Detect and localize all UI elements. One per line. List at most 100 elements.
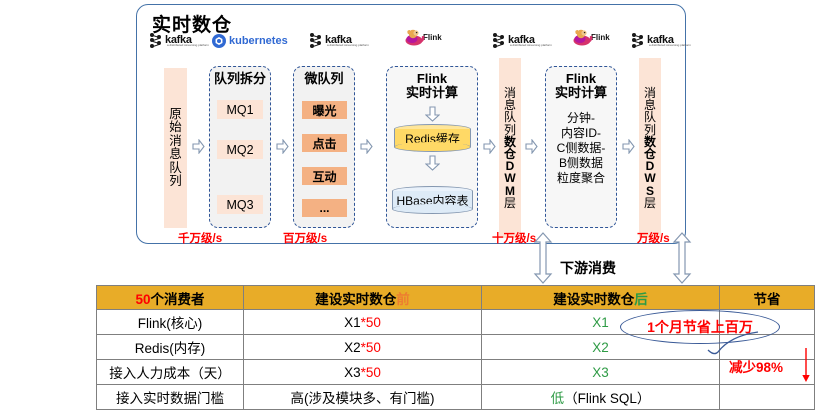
dwm-char: 数 <box>503 134 516 149</box>
dws-char: W <box>644 171 656 186</box>
rate-label-3: 十万级/s <box>492 233 537 245</box>
cell-metric: 接入人力成本（天） <box>96 359 244 385</box>
body-line: 粒度聚合 <box>556 171 605 185</box>
cell-before-base: X2 <box>344 339 361 355</box>
savings-callout: 1个月节省上百万 <box>620 310 780 344</box>
cell-metric: Redis(内存) <box>96 334 244 360</box>
dwm-char: D <box>505 159 515 174</box>
kafka-logo-label: kafka <box>165 34 192 46</box>
kafka-logo-label: kafka <box>647 34 674 46</box>
flink-compute-box-2: Flink 实时计算 分钟- 内容ID- C侧数据- B侧数据 粒度聚合 <box>545 66 617 228</box>
dws-char: 消 <box>643 85 656 100</box>
cell-before: X1*50 <box>243 309 482 335</box>
source-queue-char: 始 <box>169 120 182 134</box>
dws-queue-box: 消 息 队 列 数 仓 D W S 层 <box>639 58 661 238</box>
queue-split-title: 队列拆分 <box>213 71 266 86</box>
dwm-queue-box: 消 息 队 列 数 仓 D W M 层 <box>499 58 521 238</box>
kafka-logo-3: kafka a distributed streaming platform <box>493 30 552 50</box>
micro-chip-interaction: 互动 <box>302 167 347 185</box>
kafka-logo-1: kafka a distributed streaming platform <box>150 30 209 50</box>
reduction-percent-note: 减少98% <box>729 360 784 375</box>
redis-cache-cylinder: Redis缓存 <box>394 124 471 152</box>
downstream-arrow-dws <box>672 232 692 284</box>
table-row: 接入实时数据门槛 高(涉及模块多、有门槛) 低（Flink SQL） <box>96 384 815 410</box>
micro-queue-title: 微队列 <box>304 71 344 86</box>
flink-squirrel-icon <box>573 29 593 46</box>
kafka-logo-sublabel: a distributed streaming platform <box>167 43 210 47</box>
kafka-logo-2: kafka a distributed streaming platform <box>310 30 369 50</box>
cell-savings <box>719 359 815 385</box>
table-header-row: 50个消费者 建设实时数仓前 建设实时数仓后 节省 <box>96 285 815 310</box>
dws-char: D <box>645 159 655 174</box>
mq-chip-2: MQ2 <box>217 140 263 159</box>
source-queue-char: 消 <box>169 133 182 148</box>
flow-arrow-5 <box>525 139 538 154</box>
cell-savings <box>719 384 815 410</box>
dwm-char: 队 <box>503 110 516 125</box>
micro-chip-exposure: 曝光 <box>302 101 347 119</box>
dwm-char: 消 <box>503 85 516 100</box>
cell-after: X3 <box>481 359 720 385</box>
dwm-char: M <box>505 183 515 198</box>
rate-label-2: 百万级/s <box>283 233 328 245</box>
flow-arrow-3 <box>360 139 373 154</box>
table-row: Redis(内存) X2*50 X2 <box>96 334 815 360</box>
cylinder-bottom <box>392 204 473 214</box>
callout-tail <box>707 331 759 355</box>
source-queue-char: 原 <box>169 106 182 121</box>
flink-compute-body-2: 分钟- 内容ID- C侧数据- B侧数据 粒度聚合 <box>546 111 616 186</box>
cell-before-mult: *50 <box>360 364 381 380</box>
th-after-base: 建设实时数仓 <box>553 291 635 307</box>
th-consumers-count: 50 <box>135 291 151 307</box>
dwm-char: 仓 <box>503 147 516 161</box>
kafka-icon <box>150 32 163 48</box>
dws-char: S <box>645 183 654 198</box>
th-before-suffix: 前 <box>396 291 410 307</box>
source-queue-char: 列 <box>169 174 182 188</box>
th-consumers-rest: 个消费者 <box>150 291 205 307</box>
cell-before-mult: *50 <box>360 339 381 355</box>
flow-arrow-2 <box>276 139 289 154</box>
flink-logo-2: Flink <box>573 27 610 47</box>
flink-compute-subtitle-2: 实时计算 <box>554 85 607 100</box>
cell-metric: 接入实时数据门槛 <box>96 384 244 410</box>
source-queue-char: 队 <box>169 160 182 175</box>
kafka-logo-sublabel: a distributed streaming platform <box>510 43 553 47</box>
kubernetes-logo-label: kubernetes <box>229 35 288 47</box>
th-before: 建设实时数仓前 <box>243 285 482 310</box>
kafka-icon <box>632 32 645 48</box>
reduction-down-arrow <box>802 348 810 382</box>
kafka-logo-label: kafka <box>508 34 535 46</box>
micro-chip-click: 点击 <box>302 134 347 152</box>
kafka-logo-4: kafka a distributed streaming platform <box>632 30 691 50</box>
th-savings: 节省 <box>719 285 815 310</box>
page-title: 实时数仓 <box>152 15 233 36</box>
body-line: 分钟- <box>567 111 595 125</box>
flink-logo-label: Flink <box>423 32 442 42</box>
cell-after-rest: （Flink SQL） <box>564 391 651 406</box>
dws-char: 列 <box>643 122 656 137</box>
rate-label-1: 千万级/s <box>178 233 223 245</box>
kafka-icon <box>493 32 506 48</box>
downstream-consume-label: 下游消费 <box>560 260 616 276</box>
flow-arrow-4 <box>483 139 496 154</box>
table-row: 接入人力成本（天） X3*50 X3 <box>96 359 815 385</box>
kafka-logo-label: kafka <box>325 34 352 46</box>
mq-chip-1: MQ1 <box>217 100 263 119</box>
downstream-arrow-dwm <box>533 232 553 284</box>
dwm-char: 息 <box>503 98 516 113</box>
dws-char: 队 <box>643 110 656 125</box>
cell-after: 低（Flink SQL） <box>481 384 720 410</box>
micro-chip-more: ... <box>302 199 347 217</box>
cell-metric: Flink(核心) <box>96 309 244 335</box>
down-arrow-1 <box>424 106 441 122</box>
cell-before: X2*50 <box>243 334 482 360</box>
th-consumers: 50个消费者 <box>96 285 244 310</box>
dws-char: 息 <box>643 98 656 113</box>
flink-logo-1: Flink <box>405 27 442 47</box>
cylinder-bottom <box>394 142 471 152</box>
mq-chip-3: MQ3 <box>217 195 263 214</box>
cell-before: X3*50 <box>243 359 482 385</box>
rate-label-4: 万级/s <box>637 233 670 245</box>
th-after: 建设实时数仓后 <box>481 285 720 310</box>
